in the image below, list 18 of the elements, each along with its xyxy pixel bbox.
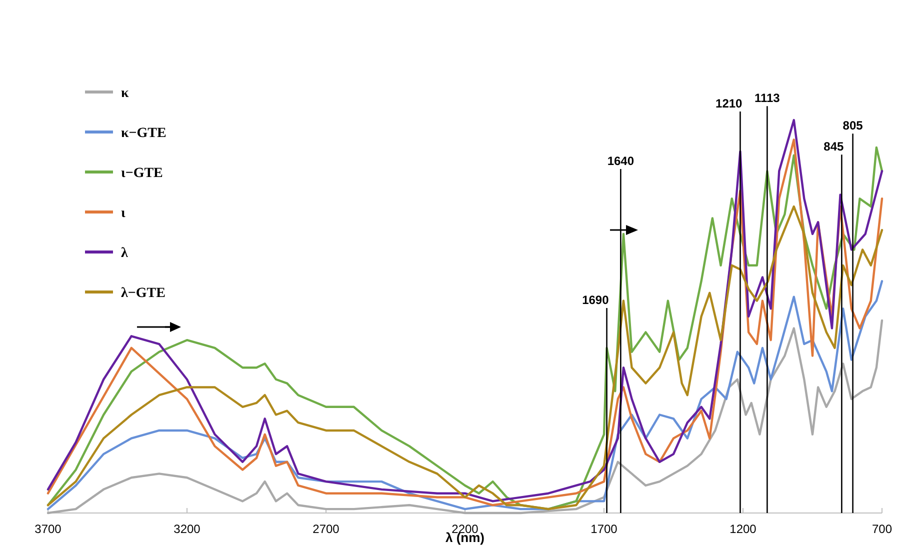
legend-label: κ — [121, 86, 129, 101]
ref-line-label: 1113 — [754, 91, 780, 106]
legend-label: κ−GTE — [121, 126, 166, 141]
x-tick-label: 1700 — [590, 522, 618, 536]
legend-label: ι — [121, 206, 126, 221]
x-tick-label: 1200 — [730, 522, 757, 536]
x-tick-label: 2700 — [312, 522, 340, 536]
ref-line-label: 1690 — [582, 292, 610, 307]
ref-line-label: 1210 — [716, 96, 743, 110]
legend-label: λ — [121, 246, 128, 261]
ref-line-label: 805 — [842, 118, 864, 133]
x-tick-label: 3700 — [34, 522, 62, 536]
x-tick-label: 700 — [872, 522, 892, 536]
legend-label: ι−GTE — [121, 166, 163, 181]
ref-line-label: 845 — [824, 140, 844, 154]
x-tick-label: 3200 — [174, 522, 201, 536]
legend-label: λ−GTE — [121, 286, 166, 301]
ref-line-label: 1640 — [607, 154, 634, 168]
